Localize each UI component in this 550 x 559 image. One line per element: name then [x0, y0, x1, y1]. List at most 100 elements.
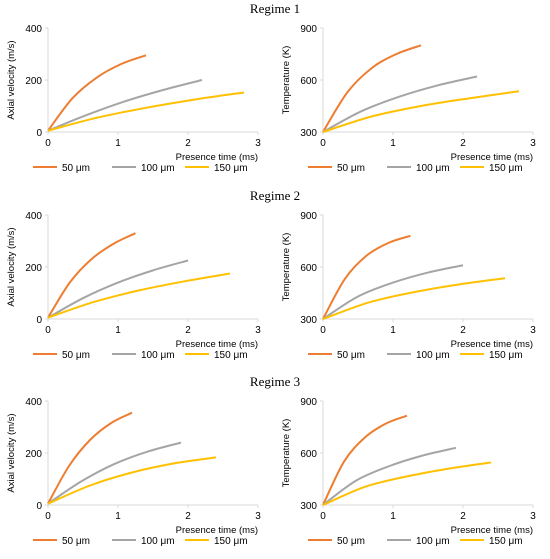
chart-svg: 0 1 2 3 0 200 400 Presence time (ms) Axial veloc…	[6, 211, 261, 361]
x-tick-label: 3	[255, 511, 261, 522]
y-tick-label: 200	[25, 449, 42, 460]
x-tick-label: 0	[45, 138, 51, 149]
chart-svg: 0 1 2 3 300 600 900 Presence time (ms) Temperatu…	[281, 397, 536, 547]
y-tick-label: 300	[300, 128, 317, 139]
y-axis-title: Axial velocity (m/s)	[6, 413, 17, 492]
chart-regime1-velocity: 0 1 2 3 0 200 400 Presence time (ms) Axial veloc…	[0, 16, 275, 186]
series-line-50um	[47, 232, 136, 319]
chart-svg: 0 1 2 3 0 200 400 Presence time (ms) Axial veloc…	[6, 24, 261, 174]
y-tick-label: 200	[25, 263, 42, 274]
x-tick-label: 3	[255, 138, 261, 149]
legend-label: 100 μm	[416, 163, 450, 174]
y-tick-label: 400	[25, 397, 42, 408]
x-tick-label: 1	[115, 138, 121, 149]
chart-svg: 0 1 2 3 0 200 400 Presence time (ms) Axial veloc…	[6, 397, 261, 547]
series-line-50um	[47, 411, 133, 505]
legend-label: 100 μm	[141, 350, 175, 361]
x-tick-label: 3	[530, 511, 536, 522]
series-line-150um	[322, 277, 506, 320]
series-line-150um	[47, 456, 217, 505]
series-line-150um	[47, 91, 245, 132]
legend-label: 50 μm	[62, 163, 90, 174]
chart-svg: 0 1 2 3 300 600 900 Presence time (ms) Temperatu…	[281, 211, 536, 361]
series-line-150um	[322, 90, 520, 133]
x-tick-label: 3	[530, 325, 536, 336]
x-axis-title: Presence time (ms)	[451, 339, 533, 350]
y-tick-label: 600	[300, 263, 317, 274]
y-tick-label: 200	[25, 76, 42, 87]
chart-regime2-temperature: 0 1 2 3 300 600 900 Presence time (ms) Temperatu…	[275, 203, 550, 373]
regime-3-title: Regime 3	[249, 374, 301, 389]
legend-label: 50 μm	[337, 350, 365, 361]
legend-label: 150 μm	[214, 536, 248, 547]
series-line-100um	[47, 441, 182, 505]
regime-1-title: Regime 1	[249, 1, 301, 16]
chart-regime1-temperature: 0 1 2 3 300 600 900 Presence time (ms) Temperatu…	[275, 16, 550, 186]
x-axis-title: Presence time (ms)	[176, 339, 258, 350]
legend-label: 150 μm	[214, 350, 248, 361]
x-tick-label: 1	[115, 511, 121, 522]
series-line-50um	[47, 54, 147, 132]
y-tick-label: 400	[25, 211, 42, 222]
x-tick-label: 3	[530, 138, 536, 149]
series-line-100um	[47, 79, 203, 132]
x-tick-label: 0	[320, 325, 326, 336]
legend-label: 50 μm	[337, 536, 365, 547]
x-tick-label: 0	[45, 325, 51, 336]
series-line-50um	[322, 414, 408, 506]
legend-label: 50 μm	[62, 536, 90, 547]
legend-label: 100 μm	[141, 163, 175, 174]
y-tick-label: 600	[300, 449, 317, 460]
x-tick-label: 1	[390, 138, 396, 149]
x-axis-title: Presence time (ms)	[176, 525, 258, 536]
series-line-100um	[322, 75, 478, 133]
x-tick-label: 1	[115, 325, 121, 336]
x-tick-label: 0	[320, 138, 326, 149]
chart-regime3-velocity: 0 1 2 3 0 200 400 Presence time (ms) Axial veloc…	[0, 389, 275, 559]
chart-regime3-temperature: 0 1 2 3 300 600 900 Presence time (ms) Temperatu…	[275, 389, 550, 559]
y-axis-title: Axial velocity (m/s)	[6, 227, 17, 306]
x-tick-label: 2	[185, 325, 191, 336]
x-tick-label: 2	[185, 138, 191, 149]
y-tick-label: 0	[36, 501, 42, 512]
x-tick-label: 0	[45, 511, 51, 522]
regime-2-title: Regime 2	[249, 188, 301, 203]
legend-label: 150 μm	[489, 163, 523, 174]
legend-label: 100 μm	[141, 536, 175, 547]
y-tick-label: 300	[300, 501, 317, 512]
x-tick-label: 2	[185, 511, 191, 522]
legend-label: 150 μm	[489, 536, 523, 547]
legend-label: 100 μm	[416, 350, 450, 361]
y-tick-label: 600	[300, 76, 317, 87]
series-line-100um	[47, 259, 189, 319]
chart-regime2-velocity: 0 1 2 3 0 200 400 Presence time (ms) Axial veloc…	[0, 203, 275, 373]
x-tick-label: 2	[460, 138, 466, 149]
chart-svg: 0 1 2 3 300 600 900 Presence time (ms) Temperatu…	[281, 24, 536, 174]
x-axis-title: Presence time (ms)	[451, 152, 533, 163]
y-tick-label: 0	[36, 315, 42, 326]
x-tick-label: 1	[390, 511, 396, 522]
series-line-100um	[322, 264, 464, 320]
y-tick-label: 0	[36, 128, 42, 139]
series-line-150um	[322, 461, 492, 506]
y-axis-title: Temperature (K)	[281, 46, 292, 115]
y-axis-title: Temperature (K)	[281, 419, 292, 488]
legend-label: 100 μm	[416, 536, 450, 547]
series-line-100um	[322, 446, 457, 506]
legend-label: 50 μm	[337, 163, 365, 174]
x-tick-label: 2	[460, 511, 466, 522]
legend-label: 50 μm	[62, 350, 90, 361]
y-tick-label: 300	[300, 315, 317, 326]
series-line-50um	[322, 234, 411, 320]
x-tick-label: 0	[320, 511, 326, 522]
series-line-150um	[47, 272, 231, 319]
series-line-50um	[322, 44, 422, 133]
x-axis-title: Presence time (ms)	[176, 152, 258, 163]
y-tick-label: 900	[300, 24, 317, 35]
legend-label: 150 μm	[214, 163, 248, 174]
y-tick-label: 900	[300, 397, 317, 408]
x-tick-label: 1	[390, 325, 396, 336]
y-tick-label: 400	[25, 24, 42, 35]
y-axis-title: Temperature (K)	[281, 233, 292, 302]
x-tick-label: 2	[460, 325, 466, 336]
